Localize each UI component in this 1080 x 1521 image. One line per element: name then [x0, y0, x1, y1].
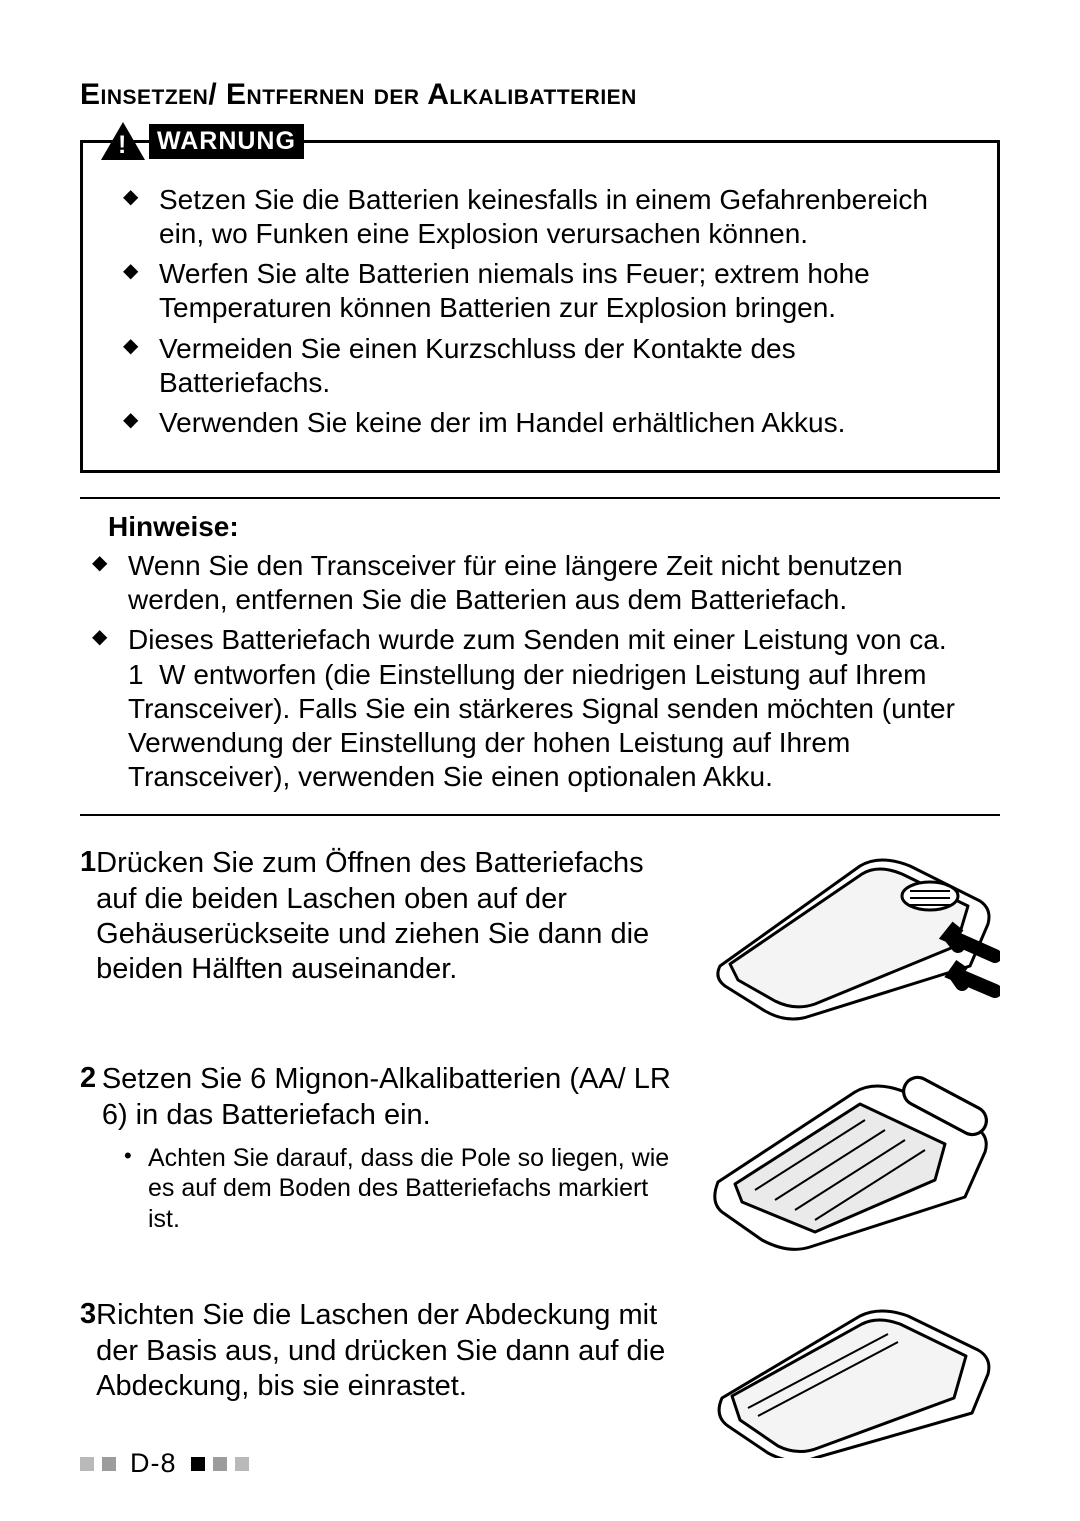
- battery-insert-icon: [700, 1062, 1000, 1262]
- step-number: 1: [80, 846, 96, 988]
- notes-list: Wenn Sie den Transceiver für eine länger…: [80, 549, 1000, 794]
- warning-item: Setzen Sie die Batterien keinesfalls in …: [111, 183, 969, 251]
- step-body: Drücken Sie zum Öffnen des Batteriefachs…: [96, 846, 684, 988]
- warning-list: Setzen Sie die Batterien keinesfalls in …: [111, 183, 969, 440]
- step-number: 3: [80, 1298, 96, 1404]
- warning-box: WARNUNG Setzen Sie die Batterien keinesf…: [80, 140, 1000, 473]
- warning-item: Vermeiden Sie einen Kurzschluss der Kont…: [111, 332, 969, 400]
- footer-square-icon: [80, 1457, 94, 1471]
- battery-case-close-icon: [700, 1298, 1000, 1458]
- warning-item: Verwenden Sie keine der im Handel erhält…: [111, 406, 969, 440]
- step-row: 1 Drücken Sie zum Öffnen des Batteriefac…: [80, 846, 1000, 1026]
- step-row: 3 Richten Sie die Laschen der Abdeckung …: [80, 1298, 1000, 1458]
- notes-item: Wenn Sie den Transceiver für eine länger…: [80, 549, 1000, 617]
- battery-case-open-icon: [700, 846, 1000, 1026]
- page-root: Einsetzen/ Entfernen der Alkalibatterien…: [0, 0, 1080, 1521]
- notes-item: Dieses Batteriefach wurde zum Senden mit…: [80, 623, 1000, 794]
- section-title: Einsetzen/ Entfernen der Alkalibatterien: [80, 78, 1000, 112]
- step-text: 1 Drücken Sie zum Öffnen des Batteriefac…: [80, 846, 700, 988]
- step-illustration: [700, 846, 1000, 1026]
- step-number: 2: [80, 1062, 102, 1133]
- footer-square-icon: [191, 1457, 205, 1471]
- step-row: 2 Setzen Sie 6 Mignon-Alkalibatterien (A…: [80, 1062, 1000, 1262]
- notes-title: Hinweise:: [80, 511, 1000, 543]
- footer-square-icon: [102, 1457, 116, 1471]
- step-illustration: [700, 1062, 1000, 1262]
- page-number: D-8: [130, 1448, 177, 1479]
- warning-label: WARNUNG: [149, 124, 304, 159]
- warning-item: Werfen Sie alte Batterien niemals ins Fe…: [111, 257, 969, 325]
- step-body: Setzen Sie 6 Mignon-Alkalibatterien (AA/…: [102, 1062, 684, 1133]
- step-sublist: Achten Sie darauf, dass die Pole so lieg…: [80, 1143, 684, 1235]
- warning-triangle-icon: [101, 122, 145, 160]
- step-body: Richten Sie die Laschen der Abdeckung mi…: [96, 1298, 684, 1404]
- steps-container: 1 Drücken Sie zum Öffnen des Batteriefac…: [80, 846, 1000, 1458]
- warning-tab: WARNUNG: [101, 122, 304, 160]
- notes-block: Hinweise: Wenn Sie den Transceiver für e…: [80, 497, 1000, 816]
- step-text: 2 Setzen Sie 6 Mignon-Alkalibatterien (A…: [80, 1062, 700, 1234]
- footer-square-icon: [235, 1457, 249, 1471]
- footer-square-icon: [213, 1457, 227, 1471]
- step-subitem: Achten Sie darauf, dass die Pole so lieg…: [80, 1143, 684, 1235]
- step-illustration: [700, 1298, 1000, 1458]
- page-footer: D-8: [80, 1448, 249, 1479]
- step-text: 3 Richten Sie die Laschen der Abdeckung …: [80, 1298, 700, 1404]
